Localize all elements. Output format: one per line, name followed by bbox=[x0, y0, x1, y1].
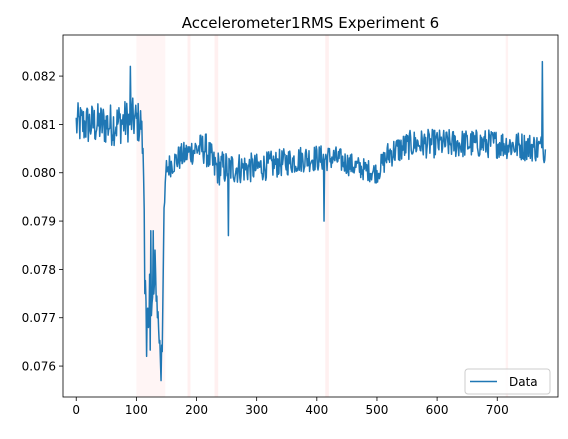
legend: Data bbox=[464, 368, 551, 395]
x-axis-ticks: 0 100 200 300 400 500 600 700 bbox=[72, 397, 509, 417]
legend-box bbox=[464, 368, 551, 395]
x-tick-label: 100 bbox=[125, 403, 148, 417]
y-tick-label: 0.080 bbox=[22, 166, 56, 180]
chart-title: Accelerometer1RMS Experiment 6 bbox=[182, 14, 439, 32]
series-layer bbox=[75, 60, 547, 382]
anomaly-region-2 bbox=[214, 35, 219, 397]
legend-label-data: Data bbox=[509, 375, 538, 389]
anomaly-region-1 bbox=[187, 35, 191, 397]
x-tick-label: 300 bbox=[245, 403, 268, 417]
y-tick-label: 0.079 bbox=[22, 215, 56, 229]
anomaly-region-4 bbox=[505, 35, 509, 397]
x-tick-label: 0 bbox=[72, 403, 80, 417]
plot-frame bbox=[62, 34, 559, 398]
y-axis-ticks: 0.076 0.077 0.078 0.079 0.080 0.081 0.082 bbox=[22, 70, 63, 374]
x-tick-label: 700 bbox=[486, 403, 509, 417]
x-tick-label: 400 bbox=[305, 403, 328, 417]
x-tick-label: 600 bbox=[426, 403, 449, 417]
y-tick-label: 0.082 bbox=[22, 70, 56, 84]
y-tick-label: 0.081 bbox=[22, 118, 56, 132]
anomaly-regions bbox=[136, 35, 509, 397]
y-tick-label: 0.077 bbox=[22, 311, 56, 325]
x-tick-label: 200 bbox=[185, 403, 208, 417]
y-tick-label: 0.076 bbox=[22, 360, 56, 374]
series-line-data bbox=[75, 60, 547, 382]
x-tick-label: 500 bbox=[366, 403, 389, 417]
y-tick-label: 0.078 bbox=[22, 263, 56, 277]
anomaly-region-3 bbox=[325, 35, 329, 397]
axes bbox=[62, 34, 559, 398]
